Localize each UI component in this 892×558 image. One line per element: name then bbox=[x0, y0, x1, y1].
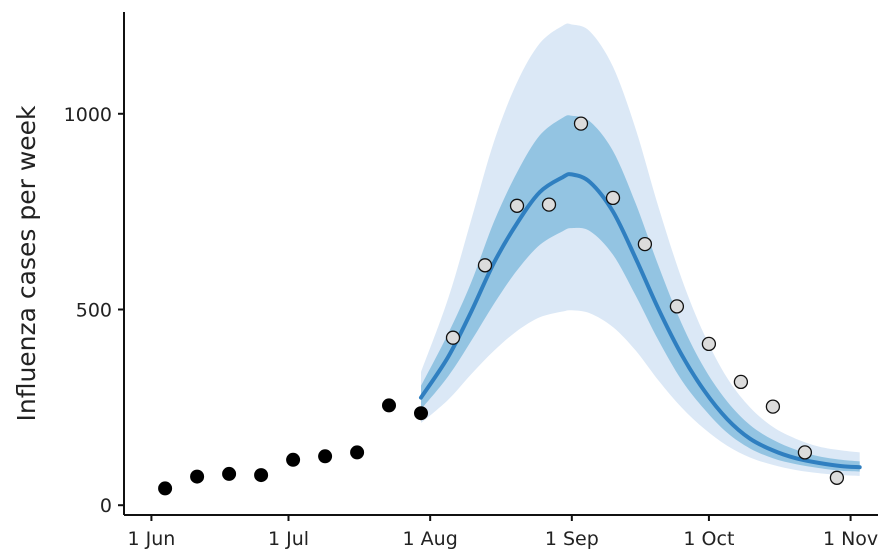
future-observed-point bbox=[701, 336, 717, 352]
future-observed-point bbox=[541, 197, 557, 212]
forecast-median-layer bbox=[419, 172, 862, 470]
observed-point bbox=[158, 481, 173, 496]
future-observed-point bbox=[669, 299, 685, 314]
x-tick-label: 1 Nov bbox=[823, 528, 878, 550]
x-tick-label: 1 Aug bbox=[403, 528, 458, 550]
axes: 1 Jun 1 Jul 1 Aug 1 Sep 1 Oct 1 Nov 0 500 1000 bbox=[64, 12, 878, 550]
future-observed-point bbox=[637, 236, 653, 252]
observed-point bbox=[414, 406, 428, 421]
observed-point bbox=[222, 466, 237, 481]
future-observed-point bbox=[573, 116, 589, 131]
x-tick-label: 1 Jul bbox=[268, 528, 309, 550]
observed-point bbox=[286, 452, 301, 467]
observed-point bbox=[190, 469, 205, 484]
future-observed-point bbox=[445, 330, 461, 345]
future-observed-point bbox=[765, 399, 781, 414]
y-tick-label: 500 bbox=[76, 299, 112, 321]
observed-point bbox=[318, 449, 333, 464]
y-axis-title: Influenza cases per week bbox=[12, 105, 41, 422]
forecast-interval-bands bbox=[421, 23, 860, 476]
x-tick-label: 1 Sep bbox=[545, 528, 599, 550]
future-observed-point bbox=[733, 374, 749, 390]
observed-point bbox=[382, 398, 396, 413]
observed-point bbox=[350, 445, 365, 460]
observed-point bbox=[254, 468, 269, 483]
x-tick-label: 1 Oct bbox=[683, 528, 734, 550]
future-observed-point bbox=[797, 445, 813, 460]
data-points bbox=[158, 116, 845, 496]
future-observed-point bbox=[509, 198, 525, 213]
future-observed-point bbox=[829, 470, 845, 485]
future-observed-point bbox=[605, 190, 621, 206]
y-tick-label: 0 bbox=[100, 495, 112, 517]
forecast-median-line bbox=[419, 172, 862, 470]
x-tick-label: 1 Jun bbox=[128, 528, 176, 550]
future-observed-point bbox=[477, 258, 493, 273]
y-tick-label: 1000 bbox=[64, 104, 112, 126]
